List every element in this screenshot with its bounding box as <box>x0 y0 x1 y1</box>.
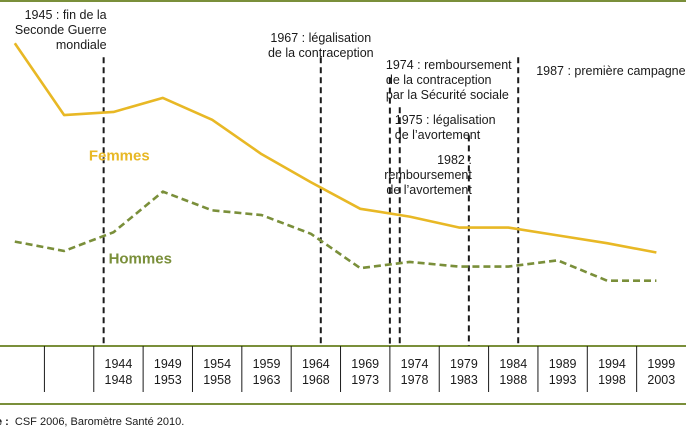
source-text: CSF 2006, Baromètre Santé 2010. <box>15 416 184 428</box>
series-line-femmes <box>13 42 657 254</box>
x-axis-ticks: 1944 1948 1949 1953 1954 1958 1959 1963 1964 1968… <box>43 346 675 392</box>
x-tick-label-end: 1993 <box>549 373 577 387</box>
x-tick-label-end: 1998 <box>598 373 626 387</box>
event-lines <box>102 57 520 346</box>
event-annotation-1982: 1982 : remboursement de l’avortement <box>384 153 472 197</box>
x-tick-label-end: 1953 <box>154 373 182 387</box>
event-annotation-1967: 1967 : légalisation de la contraception <box>268 31 374 60</box>
series-label-hommes: Hommes <box>109 250 172 267</box>
x-tick-label-end: 1973 <box>351 373 379 387</box>
x-tick-label-start: 1954 <box>203 357 231 371</box>
x-tick-label-end: 1948 <box>105 373 133 387</box>
x-tick-label-start: 1964 <box>302 357 330 371</box>
x-tick-label-end: 1963 <box>253 373 281 387</box>
x-tick-label-end: 2003 <box>647 373 675 387</box>
event-annotation-1945: 1945 : fin de la Seconde Guerre mondiale <box>15 8 107 52</box>
x-tick-label-end: 1988 <box>499 373 527 387</box>
x-tick-label-end: 1983 <box>450 373 478 387</box>
x-tick-label-start: 1994 <box>598 357 626 371</box>
series-label-femmes: Femmes <box>89 147 150 164</box>
x-tick-label-start: 1944 <box>105 357 133 371</box>
x-tick-label-start: 1984 <box>499 357 527 371</box>
series-line-hommes <box>14 190 657 282</box>
x-tick-label-end: 1978 <box>401 373 429 387</box>
x-tick-label-start: 1999 <box>647 357 675 371</box>
source-note: e : CSF 2006, Baromètre Santé 2010. <box>0 416 184 428</box>
x-tick-label-end: 1958 <box>203 373 231 387</box>
x-tick-label-start: 1969 <box>351 357 379 371</box>
x-tick-label-start: 1979 <box>450 357 478 371</box>
x-tick-label-start: 1949 <box>154 357 182 371</box>
x-tick-label-start: 1974 <box>401 357 429 371</box>
event-annotation-1974: 1974 : remboursement de la contraception p… <box>386 58 512 102</box>
x-tick-label-start: 1989 <box>549 357 577 371</box>
series-layer <box>13 42 657 282</box>
source-prefix: e : <box>0 416 9 428</box>
event-annotation-1975: 1975 : légalisation de l’avortement <box>395 113 496 142</box>
x-tick-label-start: 1959 <box>253 357 281 371</box>
event-labels: 1945 : fin de la Seconde Guerre mondiale 19… <box>15 8 686 197</box>
x-tick-label-end: 1968 <box>302 373 330 387</box>
series-labels: Femmes Hommes <box>89 147 172 267</box>
event-annotation-1987: 1987 : première campagne anti-VIH <box>536 64 686 78</box>
